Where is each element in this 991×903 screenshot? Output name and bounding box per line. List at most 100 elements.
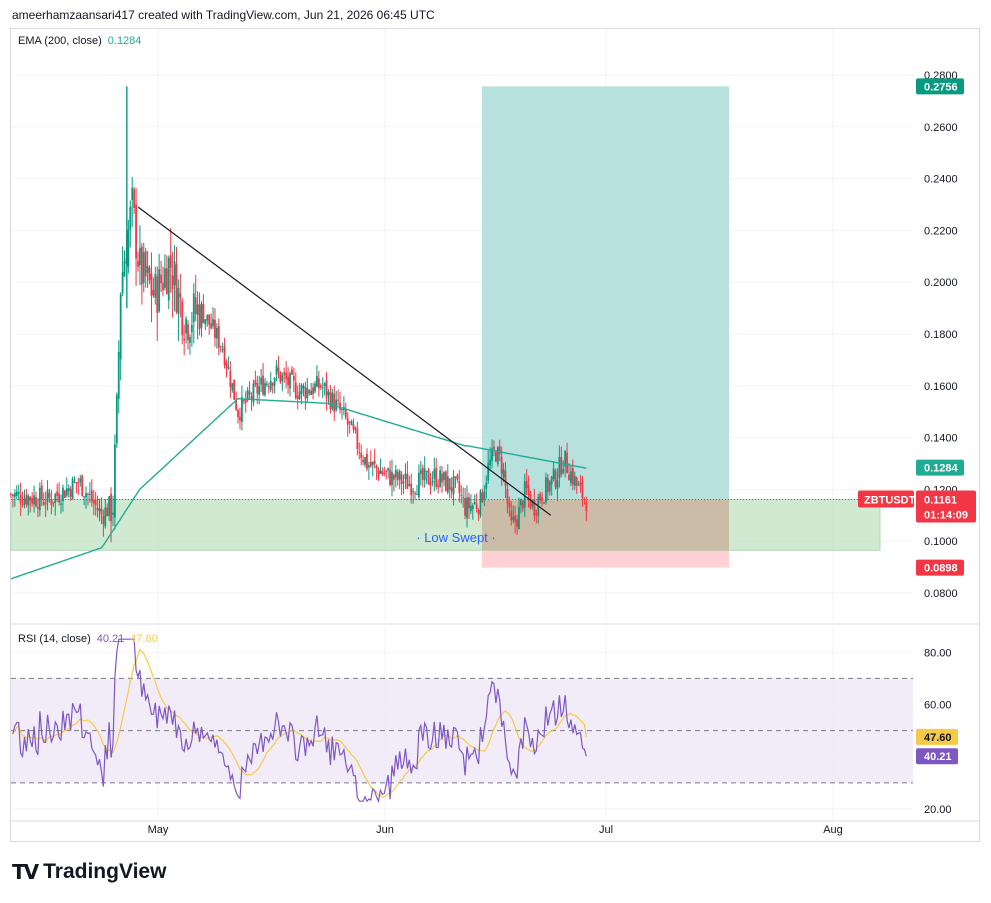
candle-body (496, 447, 499, 464)
rsi-legend[interactable]: RSI (14, close) 40.21 47.60 (18, 633, 158, 645)
candle-body (579, 482, 582, 485)
candle-body (523, 481, 526, 508)
candle-body (239, 416, 241, 421)
candle-body (539, 494, 542, 501)
symbol-price-tag: ZBTUSDT 0.1161 01:14:09 (858, 490, 976, 523)
candle-body (114, 444, 116, 518)
candle-body (452, 476, 455, 495)
candle-body (225, 362, 228, 369)
candle-body (289, 372, 291, 389)
candle-body (140, 246, 143, 285)
candle-body (48, 492, 51, 499)
time-tick-label: Jun (376, 824, 394, 836)
candle-body (369, 461, 372, 467)
candle-body (52, 501, 55, 503)
candle-body (264, 382, 266, 395)
candle-body (477, 510, 480, 515)
candle-body (269, 381, 272, 390)
candle-body (106, 507, 109, 517)
candle-body (123, 261, 126, 277)
candle-body (291, 369, 293, 375)
candle-body (75, 482, 78, 484)
candle-body (242, 400, 245, 402)
candle-body (204, 319, 207, 325)
candle-body (458, 481, 461, 494)
candle-body (139, 247, 141, 266)
candle-body (446, 476, 449, 493)
candle-body (119, 294, 122, 360)
candle-body (240, 396, 243, 422)
price-tick-label: 0.0800 (924, 588, 958, 600)
candle-body (142, 252, 145, 283)
candle-body (256, 382, 259, 394)
candle-body (150, 273, 153, 296)
candle-body (23, 498, 26, 505)
candle-body (427, 469, 430, 485)
candle-body (568, 474, 570, 481)
candle-body (29, 496, 32, 501)
candle-body (483, 491, 486, 500)
candle-body (377, 469, 380, 477)
candle-body (398, 471, 401, 480)
candle-body (262, 375, 264, 395)
candle-body (154, 273, 157, 298)
candle-body (364, 457, 366, 465)
ema-legend[interactable]: EMA (200, close) 0.1284 (18, 35, 141, 47)
candle-body (469, 505, 472, 512)
candle-body (466, 497, 468, 518)
candle-body (210, 323, 213, 329)
candle-body (433, 469, 436, 480)
candle-body (502, 469, 505, 478)
candle-body (85, 493, 87, 498)
candle-body (323, 383, 326, 387)
candle-body (527, 484, 530, 495)
candle-body (348, 421, 351, 423)
price-tag-bg (916, 459, 964, 476)
candle-body (219, 346, 222, 348)
candle-body (281, 374, 284, 382)
candle-body (285, 372, 288, 380)
candle-body (148, 267, 151, 281)
candle-body (383, 473, 386, 475)
rsi-tag-text: 40.21 (924, 751, 952, 763)
candle-body (525, 481, 528, 488)
candle-body (554, 470, 557, 488)
rsi-tag-bg (916, 748, 958, 765)
rsi-tag: 47.60 (916, 728, 958, 745)
candle-body (221, 349, 224, 351)
price-tag-bg (916, 78, 964, 95)
rsi-tick-label: 60.00 (924, 700, 952, 712)
candle-body (227, 367, 230, 369)
candle-body (27, 495, 30, 506)
candle-body (94, 499, 97, 506)
last-price-bg (916, 490, 976, 523)
candle-body (406, 473, 409, 489)
candle-body (133, 189, 136, 209)
candle-body (233, 379, 236, 400)
candle-body (183, 338, 186, 341)
candle-body (260, 377, 263, 385)
candle-body (419, 470, 422, 474)
candle-body (362, 459, 365, 463)
ema-200-line (10, 397, 587, 580)
candle-body (514, 515, 517, 522)
candle-body (400, 474, 403, 485)
candle-body (127, 229, 130, 267)
candle-body (287, 376, 289, 385)
candle-body (69, 489, 72, 497)
candle-body (190, 324, 193, 333)
tradingview-logo[interactable]: TV TradingView (12, 860, 166, 884)
candle-body (181, 301, 184, 335)
candle-body (575, 477, 578, 486)
candle-body (131, 187, 134, 200)
candle-body (83, 496, 86, 498)
candle-body (15, 491, 18, 496)
candle-body (541, 497, 543, 502)
candle-body (367, 465, 370, 468)
candle-body (448, 478, 451, 490)
candle-body (160, 274, 162, 284)
candle-body (341, 409, 343, 411)
candle-body (100, 508, 103, 515)
candle-body (394, 469, 397, 478)
